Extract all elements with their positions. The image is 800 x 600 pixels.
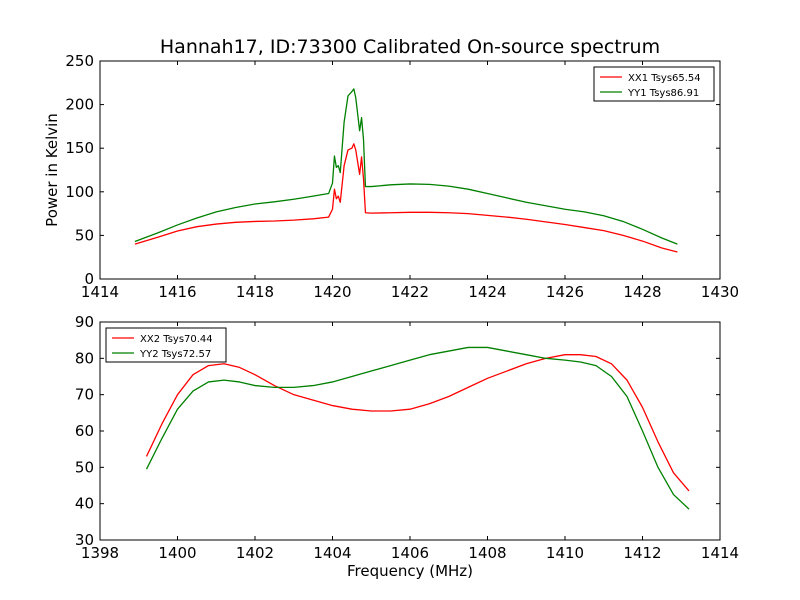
top-panel: 1414 1416 1418 1420 1422 1424 1426 1428 1430 0 50 1… [43,52,739,301]
legend-box [105,327,227,363]
y-tick-label: 60 [75,422,94,440]
y-tick-label: 50 [75,458,94,476]
series-line-yy1 [134,88,678,245]
x-tick-label: 1420 [313,283,351,301]
x-tick-label: 1402 [236,544,274,562]
legend-box [593,66,715,102]
y-tick-label: 250 [65,52,94,70]
x-tick-label: 1428 [623,283,661,301]
series-group [134,88,678,253]
legend-label: YY2 Tsys72.57 [139,349,211,360]
x-tick-label: 1406 [391,544,429,562]
y-tick-label: 150 [65,139,94,157]
x-tick-label: 1418 [236,283,274,301]
y-tick-label: 50 [75,226,94,244]
y-tick-label: 40 [75,495,94,513]
x-tick-label: 1408 [468,544,506,562]
x-tick-label: 1414 [81,283,119,301]
series-line-xx1 [134,143,678,253]
x-tick-label: 1416 [158,283,196,301]
x-tick-label: 1414 [701,544,739,562]
legend: XX2 Tsys70.44 YY2 Tsys72.57 [105,327,227,363]
x-tick-label: 1398 [81,544,119,562]
x-tick-label: 1404 [313,544,351,562]
y-tick-label: 90 [75,313,94,331]
x-tick-label: 1426 [546,283,584,301]
bottom-panel: 1398 1400 1402 1404 1406 1408 1410 1412 1414 30 40… [75,313,739,580]
x-axis-label: Frequency (MHz) [347,562,473,580]
x-tick-label: 1430 [701,283,739,301]
y-tick-label: 80 [75,349,94,367]
x-tick-label: 1400 [158,544,196,562]
series-line-yy2 [145,346,690,510]
legend-label: XX1 Tsys65.54 [628,73,701,84]
y-axis-label: Power in Kelvin [43,113,61,227]
chart-title: Hannah17, ID:73300 Calibrated On-source … [160,36,660,58]
series-group [145,346,690,510]
y-tick-label: 70 [75,386,94,404]
y-tick-label: 100 [65,183,94,201]
x-tick-label: 1422 [391,283,429,301]
series-line-xx2 [145,354,690,492]
legend: XX1 Tsys65.54 YY1 Tsys86.91 [593,66,715,102]
y-tick-label: 0 [84,270,94,288]
legend-label: YY1 Tsys86.91 [627,88,699,99]
x-tick-label: 1410 [546,544,584,562]
x-tick-label: 1412 [623,544,661,562]
x-tick-label: 1424 [468,283,506,301]
legend-label: XX2 Tsys70.44 [140,334,213,345]
y-tick-label: 30 [75,531,94,549]
y-tick-label: 200 [65,96,94,114]
